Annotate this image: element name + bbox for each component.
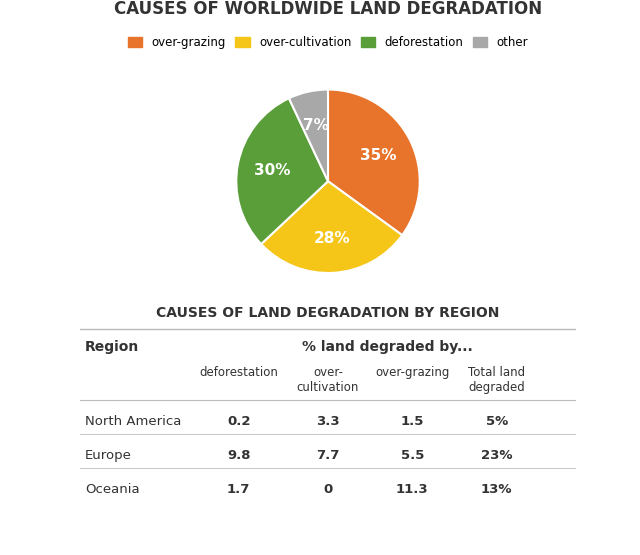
Text: % land degraded by...: % land degraded by... xyxy=(302,340,473,354)
Text: Total land
degraded: Total land degraded xyxy=(468,366,525,395)
Text: over-grazing: over-grazing xyxy=(375,366,449,380)
Text: CAUSES OF LAND DEGRADATION BY REGION: CAUSES OF LAND DEGRADATION BY REGION xyxy=(156,306,500,320)
Text: 0: 0 xyxy=(323,483,333,496)
Text: 9.8: 9.8 xyxy=(227,449,250,462)
Text: over-
cultivation: over- cultivation xyxy=(297,366,359,395)
Text: 30%: 30% xyxy=(254,163,291,178)
Text: 5.5: 5.5 xyxy=(401,449,424,462)
Wedge shape xyxy=(289,89,328,181)
Wedge shape xyxy=(328,89,420,235)
Wedge shape xyxy=(236,98,328,244)
Wedge shape xyxy=(261,181,402,273)
Text: 35%: 35% xyxy=(360,148,397,163)
Text: North America: North America xyxy=(85,415,181,428)
Text: deforestation: deforestation xyxy=(199,366,278,380)
Text: 13%: 13% xyxy=(481,483,513,496)
Title: CAUSES OF WORLDWIDE LAND DEGRADATION: CAUSES OF WORLDWIDE LAND DEGRADATION xyxy=(114,0,542,18)
Text: 1.7: 1.7 xyxy=(227,483,250,496)
Text: 11.3: 11.3 xyxy=(396,483,429,496)
Text: 0.2: 0.2 xyxy=(227,415,250,428)
Text: 28%: 28% xyxy=(313,230,350,245)
Text: 1.5: 1.5 xyxy=(401,415,424,428)
Text: 3.3: 3.3 xyxy=(316,415,340,428)
Text: 7.7: 7.7 xyxy=(316,449,340,462)
Text: Region: Region xyxy=(85,340,140,354)
Legend: over-grazing, over-cultivation, deforestation, other: over-grazing, over-cultivation, deforest… xyxy=(124,31,532,54)
Text: Oceania: Oceania xyxy=(85,483,140,496)
Text: 7%: 7% xyxy=(303,118,328,133)
Text: 23%: 23% xyxy=(481,449,513,462)
Text: Europe: Europe xyxy=(85,449,132,462)
Text: 5%: 5% xyxy=(486,415,508,428)
